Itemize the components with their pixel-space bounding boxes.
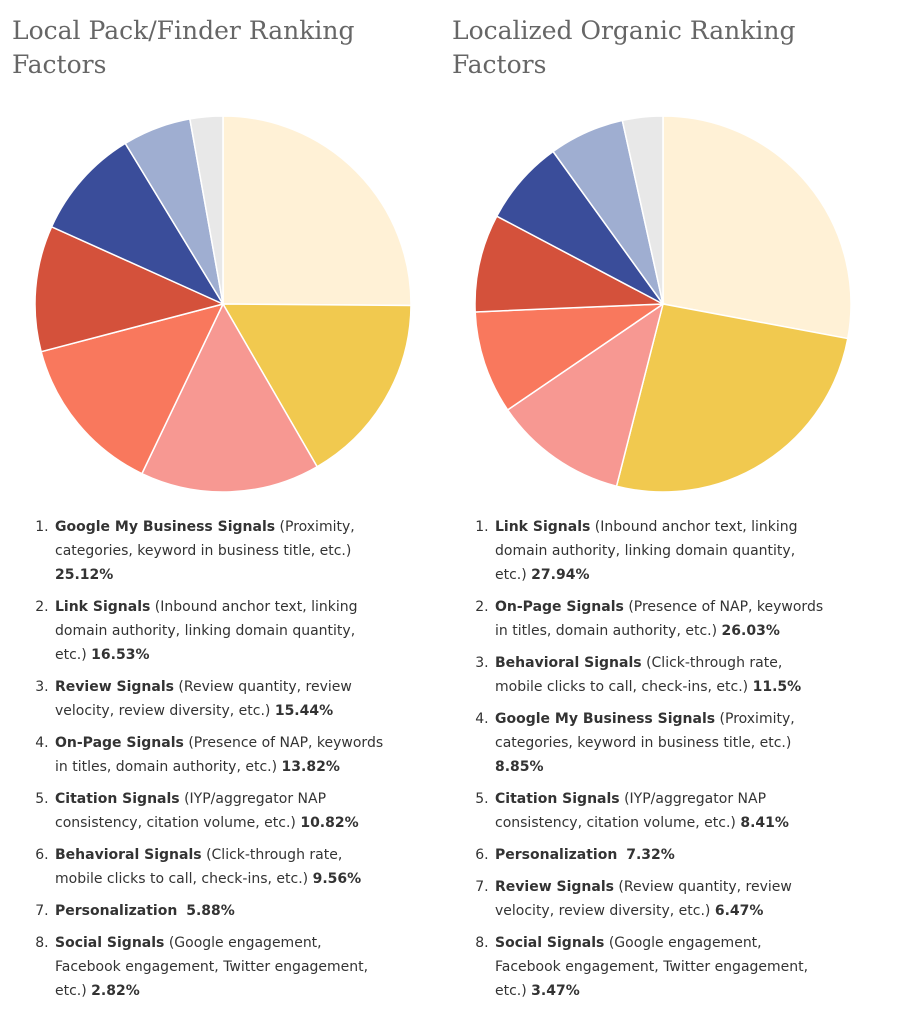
pie-slice bbox=[474, 303, 666, 411]
pie-svg bbox=[34, 115, 412, 493]
pie-slice bbox=[140, 302, 319, 493]
factor-detail: (Review quantity, review velocity, revie… bbox=[495, 879, 792, 919]
pie-slice bbox=[50, 142, 225, 306]
pie-slice bbox=[34, 225, 226, 353]
factor-item: Social Signals (Google engagement, Faceb… bbox=[53, 931, 387, 1003]
factor-detail: (Review quantity, review velocity, revie… bbox=[55, 679, 352, 719]
factor-name: Link Signals bbox=[495, 519, 591, 535]
factor-name: On-Page Signals bbox=[495, 599, 624, 615]
factor-value: 16.53% bbox=[91, 647, 150, 663]
pie-slice bbox=[221, 303, 412, 468]
factor-name: Social Signals bbox=[55, 935, 165, 951]
factor-list: Google My Business Signals (Proximity, c… bbox=[0, 515, 387, 1011]
factor-value: 2.82% bbox=[91, 983, 140, 999]
factor-detail: (IYP/aggregator NAP consistency, citatio… bbox=[55, 791, 327, 831]
factor-item: On-Page Signals (Presence of NAP, keywor… bbox=[53, 731, 387, 779]
factor-detail: (Proximity, categories, keyword in busin… bbox=[55, 519, 355, 559]
factor-item: Citation Signals (IYP/aggregator NAP con… bbox=[53, 787, 387, 835]
factor-value: 25.12% bbox=[55, 567, 114, 583]
factor-name: Citation Signals bbox=[495, 791, 620, 807]
pie-chart bbox=[440, 108, 880, 503]
factor-item: Behavioral Signals (Click-through rate, … bbox=[493, 651, 827, 699]
factor-name: Social Signals bbox=[495, 935, 605, 951]
factor-item: Review Signals (Review quantity, review … bbox=[53, 675, 387, 723]
factor-name: Citation Signals bbox=[55, 791, 180, 807]
factor-item: Google My Business Signals (Proximity, c… bbox=[493, 707, 827, 779]
factor-value: 10.82% bbox=[300, 815, 359, 831]
factor-name: Personalization bbox=[495, 847, 618, 863]
pie-slice bbox=[615, 303, 849, 493]
pie-slice bbox=[662, 115, 852, 340]
factor-value: 3.47% bbox=[531, 983, 580, 999]
factor-name: Behavioral Signals bbox=[55, 847, 202, 863]
pie-slice bbox=[621, 115, 664, 305]
factor-value: 26.03% bbox=[721, 623, 780, 639]
factor-name: Review Signals bbox=[55, 679, 174, 695]
pie-slice bbox=[474, 215, 666, 313]
factor-detail: (Proximity, categories, keyword in busin… bbox=[495, 711, 795, 751]
factor-detail: (Presence of NAP, keywords in titles, do… bbox=[495, 599, 824, 639]
factor-item: Behavioral Signals (Click-through rate, … bbox=[53, 843, 387, 891]
pie-slice bbox=[222, 115, 412, 307]
factor-value: 8.41% bbox=[740, 815, 789, 831]
factor-detail: (Presence of NAP, keywords in titles, do… bbox=[55, 735, 384, 775]
factor-name: Review Signals bbox=[495, 879, 614, 895]
factor-item: Review Signals (Review quantity, review … bbox=[493, 875, 827, 923]
factor-item: Citation Signals (IYP/aggregator NAP con… bbox=[493, 787, 827, 835]
pie-slice bbox=[188, 115, 224, 305]
factor-value: 7.32% bbox=[626, 847, 675, 863]
factor-name: Google My Business Signals bbox=[495, 711, 716, 727]
factor-name: Behavioral Signals bbox=[495, 655, 642, 671]
factor-detail: (Click-through rate, mobile clicks to ca… bbox=[495, 655, 783, 695]
factor-value: 6.47% bbox=[714, 903, 764, 919]
factor-value: 13.82% bbox=[281, 759, 340, 775]
factor-value: 8.85% bbox=[495, 759, 544, 775]
chart-title: Local Pack/Finder Ranking Factors bbox=[12, 16, 355, 79]
factor-item: Google My Business Signals (Proximity, c… bbox=[53, 515, 387, 587]
factor-item: Personalization 7.32% bbox=[493, 843, 827, 867]
factor-value: 15.44% bbox=[274, 703, 334, 719]
pie-svg bbox=[474, 115, 852, 493]
factor-detail: (IYP/aggregator NAP consistency, citatio… bbox=[495, 791, 767, 831]
factor-name: Personalization bbox=[55, 903, 178, 919]
chart-title: Localized Organic Ranking Factors bbox=[452, 16, 796, 79]
factor-value: 9.56% bbox=[312, 871, 362, 887]
factor-item: Link Signals (Inbound anchor text, linki… bbox=[493, 515, 827, 587]
factor-value: 5.88% bbox=[186, 903, 235, 919]
pie-slice bbox=[40, 302, 225, 475]
factor-item: Social Signals (Google engagement, Faceb… bbox=[493, 931, 827, 1003]
factor-detail: (Inbound anchor text, linking domain aut… bbox=[495, 519, 798, 583]
factor-item: On-Page Signals (Presence of NAP, keywor… bbox=[493, 595, 827, 643]
factor-value: 27.94% bbox=[531, 567, 590, 583]
factor-detail: (Google engagement, Facebook engagement,… bbox=[495, 935, 809, 999]
factor-item: Personalization 5.88% bbox=[53, 899, 387, 923]
pie-chart bbox=[0, 108, 440, 503]
factor-value: 11.5% bbox=[752, 679, 802, 695]
factor-detail: (Click-through rate, mobile clicks to ca… bbox=[55, 847, 343, 887]
factor-name: On-Page Signals bbox=[55, 735, 184, 751]
pie-slice bbox=[506, 302, 665, 488]
factor-name: Link Signals bbox=[55, 599, 151, 615]
factor-name: Google My Business Signals bbox=[55, 519, 276, 535]
factor-list: Link Signals (Inbound anchor text, linki… bbox=[440, 515, 827, 1011]
factor-detail: (Inbound anchor text, linking domain aut… bbox=[55, 599, 358, 663]
factor-item: Link Signals (Inbound anchor text, linki… bbox=[53, 595, 387, 667]
